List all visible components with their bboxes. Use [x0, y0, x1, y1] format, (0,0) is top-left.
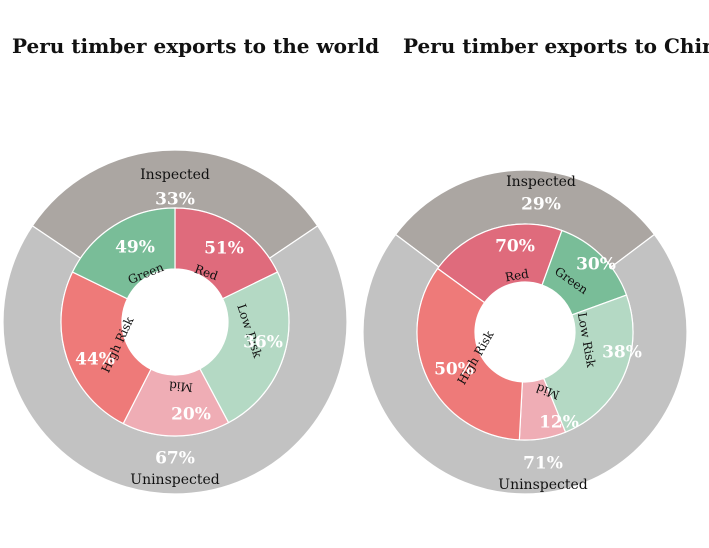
- inner-value-high-risk: 44%: [75, 350, 115, 370]
- inner-value-low-risk: 36%: [243, 333, 283, 353]
- inner-value-red: 70%: [495, 237, 535, 257]
- donut-hole: [475, 282, 575, 382]
- inner-value-mid: 12%: [539, 413, 579, 433]
- outer-value-inspected: 29%: [521, 195, 561, 215]
- inner-value-green: 49%: [115, 238, 155, 258]
- chart-title-china: Peru timber exports to China: [403, 34, 709, 58]
- outer-value-uninspected: 67%: [155, 449, 195, 469]
- donut-hole: [122, 269, 228, 375]
- inner-value-green: 30%: [576, 255, 616, 275]
- inner-value-red: 51%: [204, 239, 244, 259]
- outer-value-inspected: 33%: [155, 190, 195, 210]
- outer-value-uninspected: 71%: [523, 454, 563, 474]
- inner-label-mid: Mid: [168, 378, 193, 394]
- inner-value-mid: 20%: [171, 405, 211, 425]
- inner-value-high-risk: 50%: [434, 360, 474, 380]
- outer-label-inspected: Inspected: [506, 174, 576, 190]
- donut-china: Inspected29%Uninspected71%Red70%Green30%…: [362, 169, 688, 495]
- inner-value-low-risk: 38%: [602, 343, 642, 363]
- outer-label-inspected: Inspected: [140, 167, 210, 183]
- outer-label-uninspected: Uninspected: [498, 477, 587, 493]
- outer-label-uninspected: Uninspected: [130, 472, 219, 488]
- inner-label-red: Red: [504, 266, 530, 284]
- chart-title-world: Peru timber exports to the world: [12, 34, 380, 58]
